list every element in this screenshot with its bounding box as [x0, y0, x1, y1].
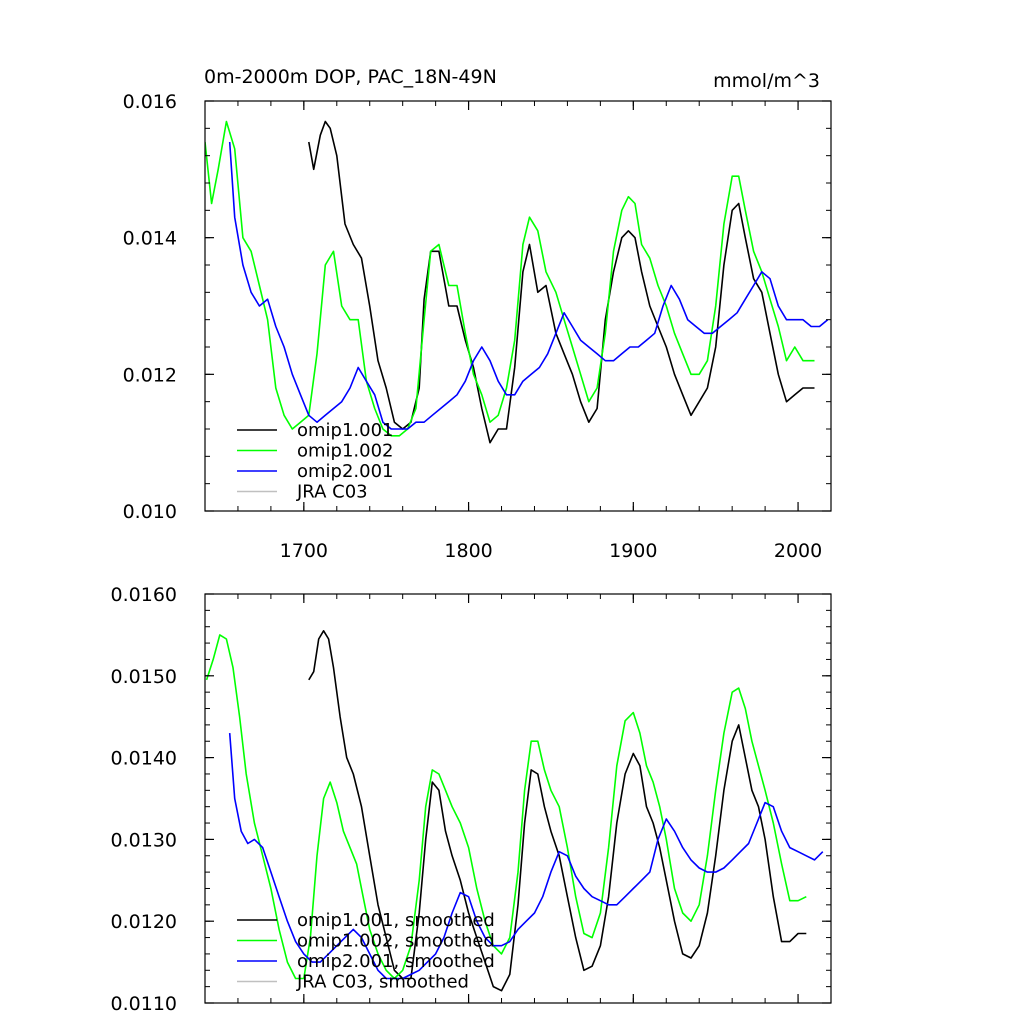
panel0-legend-label-2: omip2.001 — [297, 461, 394, 482]
panel0-series-line-2 — [228, 141, 829, 430]
panel1-y-tick-label-0: 0.0110 — [111, 993, 177, 1015]
panel1-legend-label-1: omip1.002, smoothed — [297, 931, 495, 952]
panel0-series-line-0 — [308, 120, 815, 444]
panel1-legend-label-3: JRA C03, smoothed — [296, 972, 469, 993]
panel0-y-tick-label-1: 0.012 — [123, 364, 177, 386]
panel1-series-group — [205, 629, 824, 992]
panel0-x-tick-label-2: 1900 — [609, 540, 657, 562]
panel0-legend-label-1: omip1.002 — [297, 441, 394, 462]
panel0-y-tick-label-3: 0.016 — [123, 91, 177, 113]
panel1-series-line-0 — [308, 629, 807, 992]
panel0-legend-label-3: JRA C03 — [296, 482, 368, 503]
top-panel: 0m-2000m DOP, PAC_18N-49N mmol/m^3 0.010… — [123, 66, 832, 562]
units-label: mmol/m^3 — [713, 70, 820, 92]
panel0-series-group — [205, 120, 829, 444]
panel1-y-tick-label-4: 0.0150 — [111, 666, 177, 688]
panel1-y-tick-label-2: 0.0130 — [111, 829, 177, 851]
chart-title: 0m-2000m DOP, PAC_18N-49N — [204, 66, 497, 88]
panel1-y-tick-label-5: 0.0160 — [111, 584, 177, 606]
panel0-x-tick-label-3: 2000 — [774, 540, 822, 562]
panel0-legend-label-0: omip1.001 — [297, 420, 394, 441]
panel1-y-tick-label-1: 0.0120 — [111, 911, 177, 933]
panel0-y-tick-label-2: 0.014 — [123, 228, 177, 250]
panel0-y-tick-label-0: 0.010 — [123, 501, 177, 523]
panel0-x-tick-label-0: 1700 — [280, 540, 328, 562]
panel1-series-line-1 — [205, 634, 807, 980]
panel1-plot-frame — [204, 593, 832, 1004]
panel0-plot-frame — [204, 100, 832, 512]
panel0-x-tick-label-1: 1800 — [444, 540, 492, 562]
panel1-legend-label-0: omip1.001, smoothed — [297, 910, 495, 931]
panel1-y-tick-label-3: 0.0140 — [111, 748, 177, 770]
panel1-legend-label-2: omip2.001, smoothed — [297, 951, 495, 972]
bottom-panel: 0.0110 0.0120 0.0130 0.0140 0.0150 0.0160 omip… — [111, 584, 832, 1015]
panel1-series-line-2 — [228, 733, 824, 980]
